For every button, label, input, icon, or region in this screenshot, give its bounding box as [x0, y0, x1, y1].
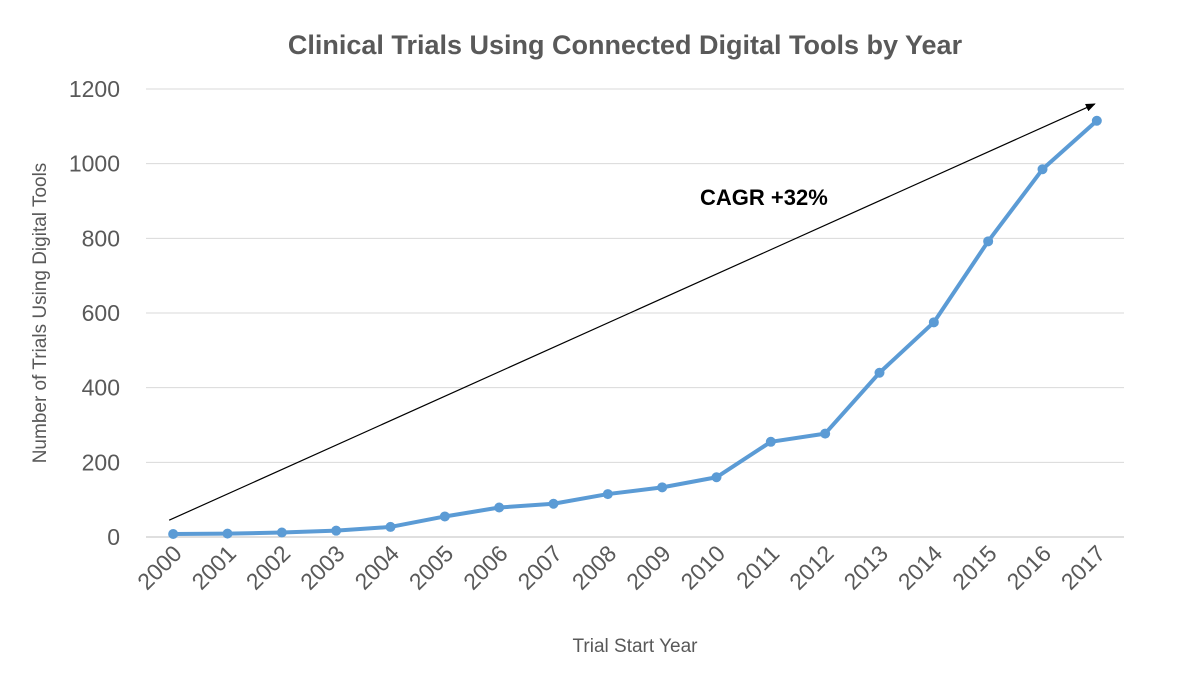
x-tick-label: 2011 [731, 540, 784, 593]
series-line [171, 118, 1099, 537]
x-tick-label: 2003 [295, 540, 350, 595]
cagr-arrow [168, 103, 1096, 521]
data-point [820, 428, 831, 439]
y-axis-ticks: 0 200 400 600 800 1000 1200 [69, 76, 120, 550]
y-tick-label: 600 [82, 300, 120, 326]
data-point [983, 236, 994, 247]
data-point [765, 436, 776, 447]
y-axis-label: Number of Trials Using Digital Tools [30, 163, 51, 464]
data-point [439, 511, 450, 522]
y-tick-label: 200 [82, 449, 120, 475]
x-tick-label: 2016 [1001, 540, 1056, 595]
y-tick-label: 800 [82, 225, 120, 251]
y-tick-label: 0 [107, 524, 120, 550]
x-tick-label: 2004 [349, 540, 404, 595]
x-tick-label: 2017 [1056, 540, 1111, 595]
x-tick-label: 2014 [893, 540, 948, 595]
x-tick-label: 2001 [186, 540, 241, 595]
y-tick-label: 1000 [69, 151, 120, 177]
x-tick-label: 2015 [947, 540, 1002, 595]
data-point [602, 489, 613, 500]
data-point [548, 498, 559, 509]
data-point [657, 482, 668, 493]
x-tick-label: 2007 [512, 540, 567, 595]
x-tick-label: 2000 [132, 540, 187, 595]
cagr-annotation: CAGR +32% [700, 185, 828, 210]
data-point [168, 529, 179, 540]
data-point [928, 317, 939, 328]
x-tick-label: 2013 [838, 540, 893, 595]
gridlines [146, 88, 1124, 538]
series-layer [168, 115, 1102, 540]
data-point [494, 502, 505, 513]
annotation-layer: CAGR +32% [168, 103, 1096, 521]
y-tick-label: 1200 [69, 76, 120, 102]
x-axis-label: Trial Start Year [573, 636, 699, 657]
x-tick-label: 2012 [784, 540, 839, 595]
data-point [711, 472, 722, 483]
data-point [385, 521, 396, 532]
x-axis-ticks: 2000 2001 2002 2003 2004 2005 2006 2007 2008 2009… [132, 540, 1110, 595]
chart-title: Clinical Trials Using Connected Digital … [288, 30, 963, 60]
data-point [1037, 164, 1048, 175]
x-tick-label: 2002 [241, 540, 296, 595]
data-point [331, 525, 342, 536]
data-point [222, 528, 233, 539]
data-point [874, 367, 885, 378]
x-tick-label: 2005 [404, 540, 459, 595]
data-point [1091, 115, 1102, 126]
x-tick-label: 2010 [675, 540, 730, 595]
data-point [276, 527, 287, 538]
x-tick-label: 2008 [567, 540, 622, 595]
y-tick-label: 400 [82, 375, 120, 401]
x-tick-label: 2009 [621, 540, 676, 595]
x-tick-label: 2006 [458, 540, 513, 595]
